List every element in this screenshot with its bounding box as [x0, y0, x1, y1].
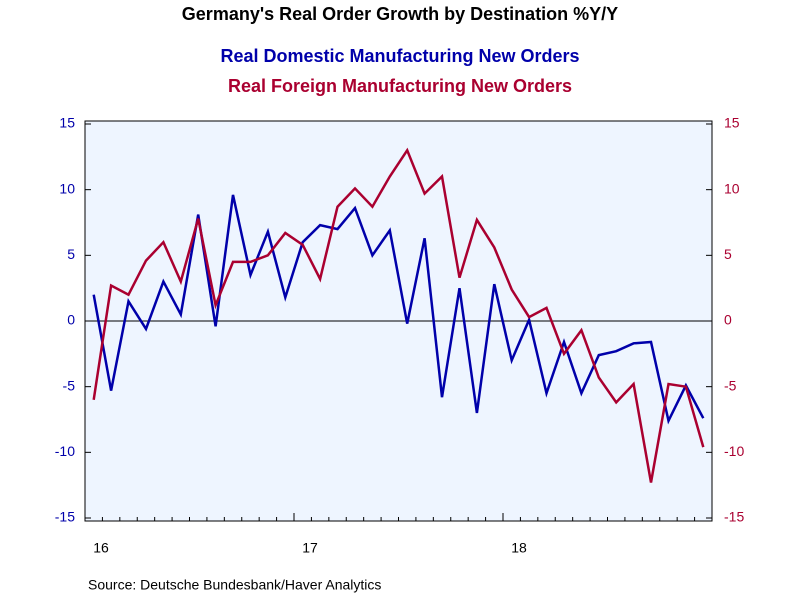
x-tick-label: 16	[93, 540, 109, 556]
y-tick-label: -15	[55, 509, 75, 525]
x-tick-label: 17	[302, 540, 318, 556]
y2-tick-label: 15	[724, 115, 740, 131]
y2-tick-label: -5	[724, 377, 737, 393]
y-tick-label: 10	[59, 180, 75, 196]
y-tick-label: -5	[63, 377, 76, 393]
legend-entry: Real Foreign Manufacturing New Orders	[228, 76, 572, 96]
y2-tick-label: -15	[724, 509, 744, 525]
y-tick-label: 0	[67, 312, 75, 328]
series-line	[92, 147, 705, 483]
y-tick-label: 15	[59, 115, 75, 131]
legend-entry: Real Domestic Manufacturing New Orders	[220, 46, 579, 66]
x-tick-label: 18	[511, 540, 527, 556]
y2-tick-label: 0	[724, 312, 732, 328]
chart-title: Germany's Real Order Growth by Destinati…	[182, 4, 618, 24]
y2-tick-label: -10	[724, 443, 744, 459]
y-tick-label: -10	[55, 443, 75, 459]
y2-tick-label: 10	[724, 180, 740, 196]
source: Source: Deutsche Bundesbank/Haver Analyt…	[88, 577, 381, 593]
y-tick-label: 5	[67, 246, 75, 262]
y2-tick-label: 5	[724, 246, 732, 262]
